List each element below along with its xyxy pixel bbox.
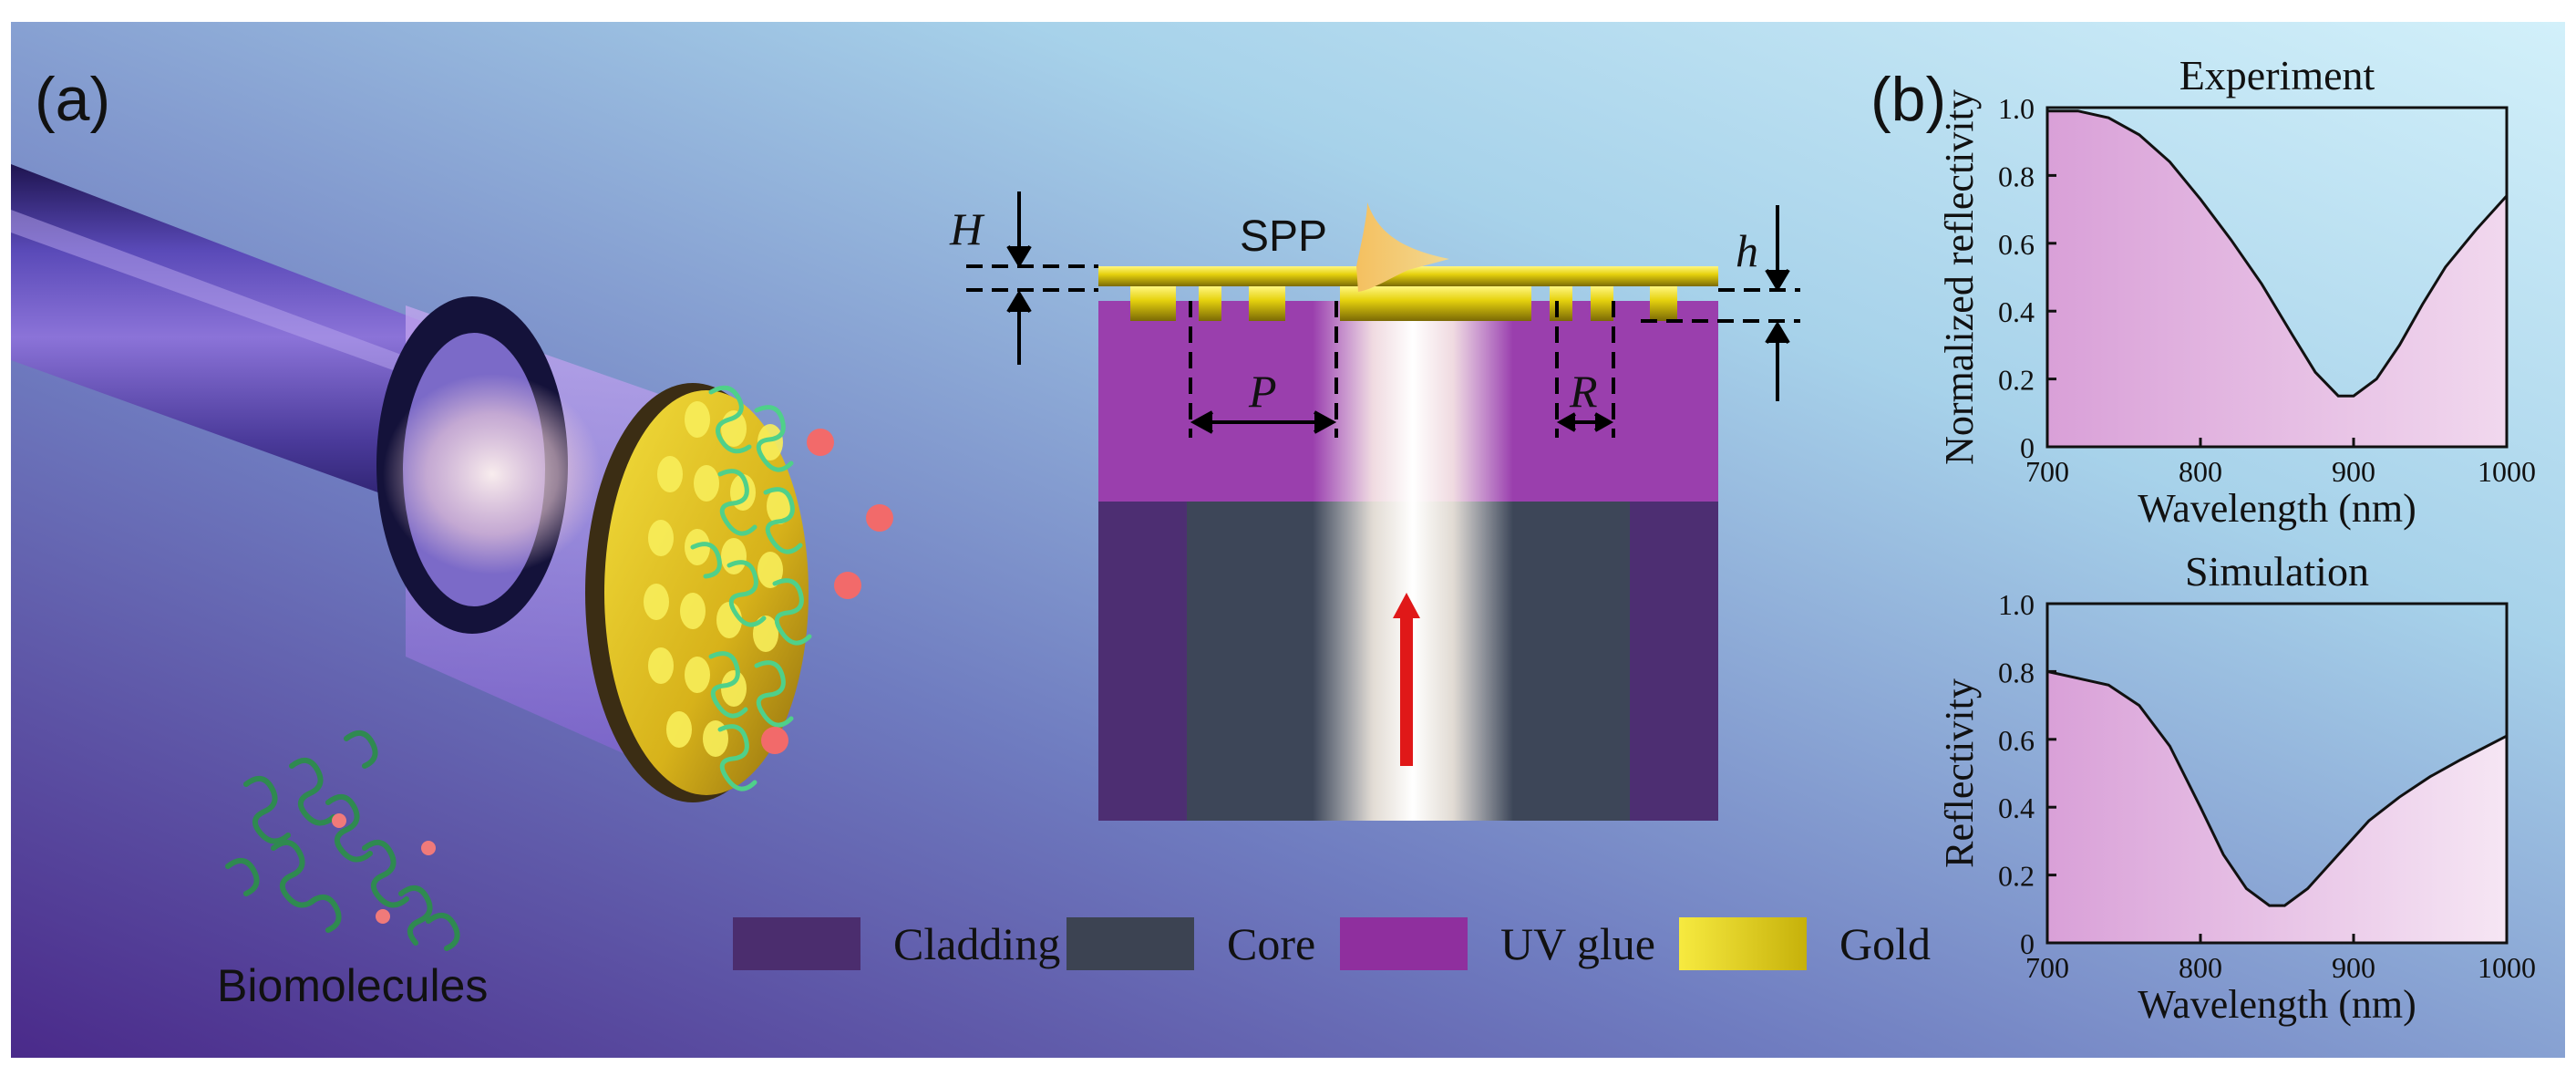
chart-x-label: Wavelength (nm): [2138, 982, 2416, 1027]
legend-core-label: Core: [1227, 918, 1316, 969]
y-tick-label: 0.2: [1998, 364, 2035, 397]
y-tick-label: 0.6: [1998, 228, 2035, 261]
chart-x-label: Wavelength (nm): [2138, 486, 2416, 531]
y-tick-label: 0.4: [1998, 295, 2035, 328]
simulation-chart: 0 0.2 0.4 0.6 0.8 1.0 700 800 900 1000 Simulation W…: [1937, 548, 2536, 1027]
y-tick-label: 0.8: [1998, 160, 2035, 192]
chart-title: Experiment: [2179, 52, 2375, 98]
chart-title: Simulation: [2185, 548, 2369, 595]
legend-gold-swatch: [1679, 917, 1807, 970]
y-tick-label: 0.6: [1998, 724, 2035, 757]
fiber-core-highlight: [11, 210, 428, 383]
cross-section: [966, 191, 1800, 821]
light-direction-arrow: [1393, 593, 1420, 766]
x-tick-label: 1000: [2478, 951, 2536, 984]
legend-uv-glue-label: UV glue: [1500, 918, 1655, 969]
legend-uv-glue: UV glue: [1340, 916, 1655, 971]
h-dimension: [1641, 205, 1800, 401]
biomolecule-cluster: [225, 730, 460, 951]
chart-area-fill: [2047, 110, 2507, 447]
x-tick-label: 900: [2332, 951, 2375, 984]
y-tick-label: 1.0: [1998, 92, 2035, 125]
spp-wave: [1356, 202, 1449, 292]
panel-a-label: (a): [35, 65, 111, 134]
cladding-left: [1098, 502, 1187, 821]
R-dimension: [1555, 301, 1615, 438]
y-tick-label: 0: [2020, 431, 2035, 464]
experiment-chart: 0 0.2 0.4 0.6 0.8 1.0 700 800 900 1000 Experiment W…: [1937, 52, 2536, 531]
legend-cladding-swatch: [733, 917, 860, 970]
x-tick-label: 700: [2025, 455, 2069, 488]
y-tick-label: 0.4: [1998, 791, 2035, 824]
y-tick-label: 1.0: [1998, 588, 2035, 621]
H-label: H: [950, 203, 984, 254]
light-glow: [383, 374, 602, 574]
x-tick-label: 700: [2025, 951, 2069, 984]
legend-gold: Gold: [1679, 916, 1931, 971]
chart-area-fill: [2047, 671, 2507, 943]
P-label: P: [1249, 366, 1277, 417]
chart-series-line: [2046, 669, 2508, 907]
spp-label: SPP: [1240, 212, 1328, 261]
H-dimension: [966, 191, 1098, 365]
y-tick-label: 0.2: [1998, 860, 2035, 893]
chart-frame: [2045, 106, 2509, 449]
legend-uv-glue-swatch: [1340, 917, 1468, 970]
legend-core-swatch: [1066, 917, 1194, 970]
y-tick-label: 0: [2020, 927, 2035, 960]
legend-cladding: Cladding: [733, 916, 1060, 971]
x-tick-label: 800: [2179, 455, 2222, 488]
gold-layer: [1098, 266, 1718, 286]
x-tick-label: 900: [2332, 455, 2375, 488]
legend-cladding-label: Cladding: [893, 918, 1061, 969]
panel-b-label: (b): [1870, 65, 1947, 134]
x-tick-label: 1000: [2478, 455, 2536, 488]
surface-biomolecules: [690, 385, 812, 791]
chart-frame: [2045, 602, 2509, 945]
R-label: R: [1570, 366, 1598, 417]
chart-y-label: Reflectivity: [1937, 678, 1982, 868]
gold-nanostructures: [1130, 286, 1677, 321]
biomolecule-cluster-dots: [332, 813, 436, 924]
legend-core: Core: [1066, 916, 1315, 971]
chart-y-label: Normalized reflectivity: [1937, 89, 1982, 465]
h-label: h: [1736, 225, 1758, 276]
x-tick-label: 800: [2179, 951, 2222, 984]
P-dimension: [1189, 301, 1338, 438]
biomolecules-label: Biomolecules: [217, 960, 489, 1011]
gold-end-face: [604, 390, 809, 795]
chart-series-line: [2047, 109, 2509, 398]
fiber-illustration: [11, 164, 893, 802]
y-tick-label: 0.8: [1998, 656, 2035, 688]
legend-gold-label: Gold: [1839, 918, 1931, 969]
analyte-molecules: [761, 429, 893, 754]
cladding-right: [1630, 502, 1718, 821]
